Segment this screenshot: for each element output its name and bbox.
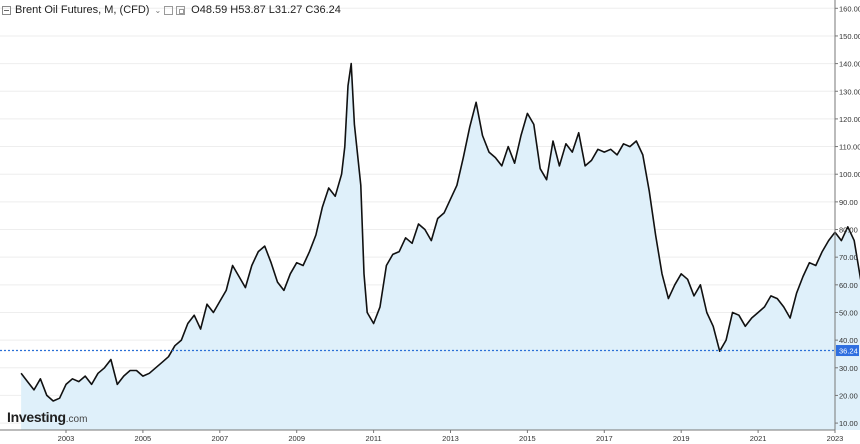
- price-line: [20, 62, 860, 402]
- y-tick-label: 50.00: [839, 308, 858, 317]
- current-price-tag: [836, 345, 859, 357]
- x-tick-label: 2013: [442, 434, 459, 443]
- y-tick-label: 130.00: [839, 87, 860, 96]
- y-tick-label: 110.00: [839, 143, 860, 152]
- x-tick-label: 2019: [673, 434, 690, 443]
- y-tick-label: 20.00: [839, 391, 858, 400]
- y-tick-label: 100.00: [839, 170, 860, 179]
- x-tick-label: 2009: [288, 434, 305, 443]
- y-tick-label: 60.00: [839, 281, 858, 290]
- x-tick-label: 2015: [519, 434, 536, 443]
- x-tick-label: 2023: [827, 434, 844, 443]
- y-tick-label: 30.00: [839, 364, 858, 373]
- instrument-title: Brent Oil Futures, M, (CFD): [15, 4, 150, 16]
- visibility-toggle-icon[interactable]: [164, 5, 174, 15]
- ohlc-low: L31.27: [268, 4, 303, 16]
- x-tick-label: 2005: [135, 434, 152, 443]
- chart-legend-header: Brent Oil Futures, M, (CFD) ⌄ O48.59 H53…: [0, 2, 341, 18]
- x-tick-label: 2021: [750, 434, 767, 443]
- x-tick-label: 2003: [58, 434, 75, 443]
- y-tick-label: 120.00: [839, 115, 860, 124]
- ohlc-high: H53.87: [230, 4, 266, 16]
- chevron-down-icon[interactable]: ⌄: [154, 5, 162, 15]
- y-tick-label: 140.00: [839, 60, 860, 69]
- ohlc-open: O48.59: [191, 4, 228, 16]
- y-tick-label: 80.00: [839, 226, 858, 235]
- y-tick-label: 70.00: [839, 253, 858, 262]
- x-tick-label: 2007: [211, 434, 228, 443]
- price-axis: 10.00 20.00 30.00 40.00 50.00 60.00 70.00 80.00…: [835, 4, 860, 428]
- collapse-icon[interactable]: [2, 5, 11, 15]
- x-tick-label: 2017: [596, 434, 613, 443]
- current-price-label: 36.24: [839, 347, 858, 356]
- x-tick-label: 2011: [366, 434, 382, 443]
- price-area-fill: [21, 63, 860, 430]
- y-tick-label: 160.00: [839, 4, 860, 13]
- settings-icon[interactable]: [176, 5, 186, 15]
- ohlc-close: C36.24: [305, 4, 341, 16]
- time-axis: 2003 2005 2007 2009 2011 2013 2015 2017 2019 2021…: [58, 430, 844, 443]
- y-tick-label: 90.00: [839, 198, 858, 207]
- y-tick-label: 40.00: [839, 336, 858, 345]
- y-tick-label: 10.00: [839, 419, 858, 428]
- y-tick-label: 150.00: [839, 32, 860, 41]
- investing-logo: Investing.com: [7, 409, 88, 425]
